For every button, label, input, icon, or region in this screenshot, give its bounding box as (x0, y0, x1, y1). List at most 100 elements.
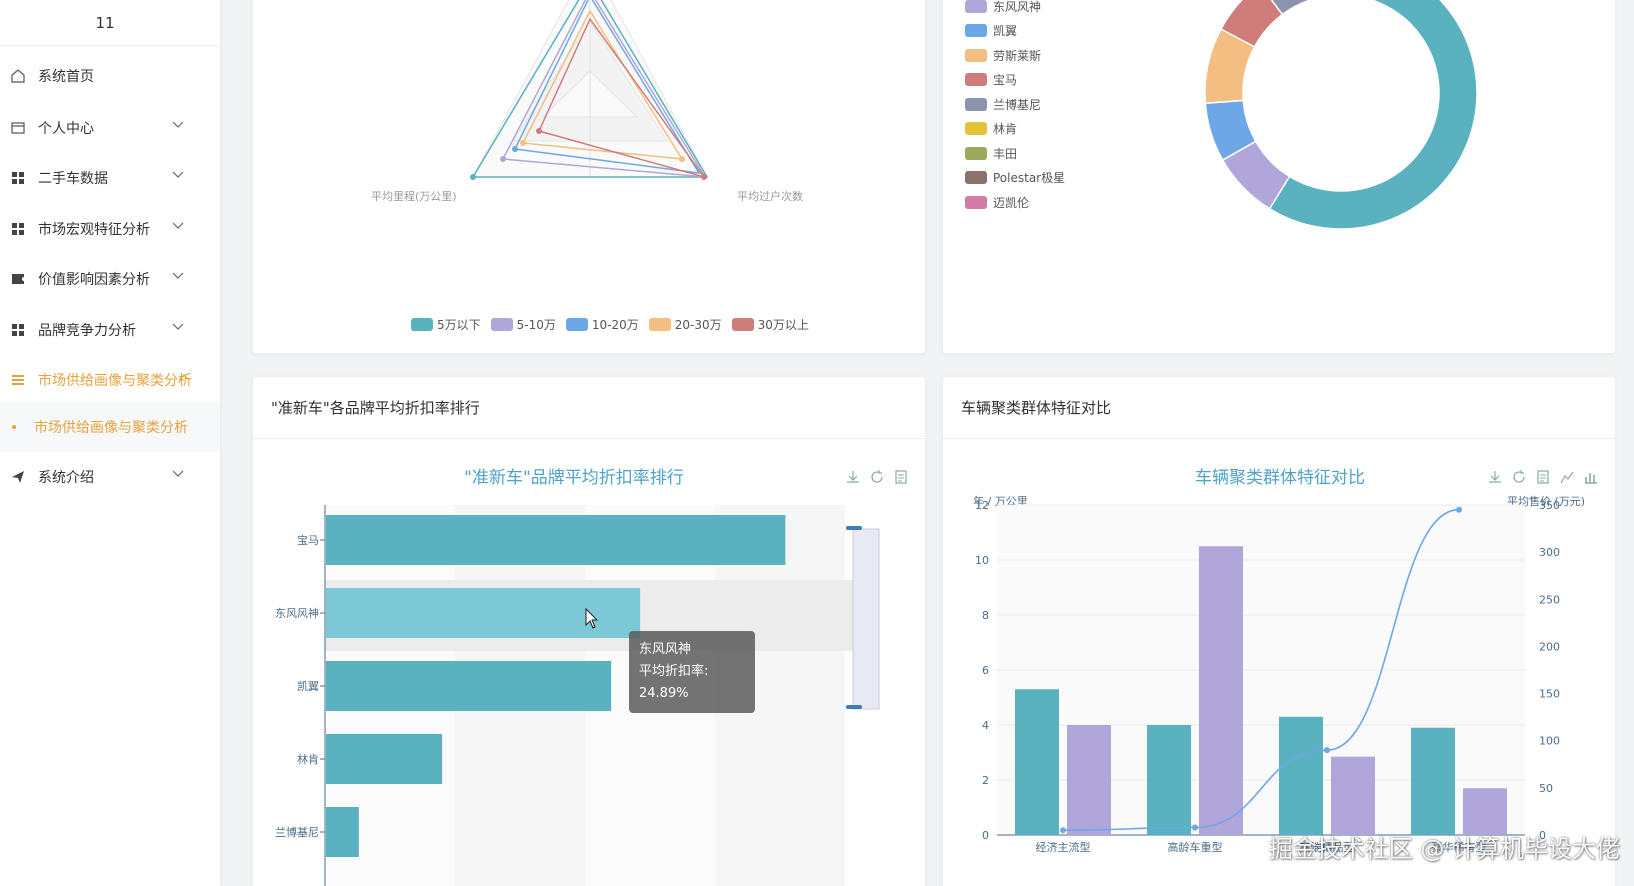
sidebar-subitem-label: 市场供给画像与聚类分析 (34, 420, 188, 436)
legend-item[interactable]: 迈凯伦 (965, 190, 1065, 215)
x-tick-label: 高龄车重型 (1168, 840, 1223, 854)
legend-swatch (411, 318, 433, 331)
legend-swatch (965, 0, 987, 13)
sidebar-item-label: 市场宏观特征分析 (38, 222, 150, 238)
bar (1015, 689, 1059, 835)
legend-item[interactable]: 东风风神 (965, 0, 1065, 19)
bar-chart-icon[interactable] (1583, 469, 1599, 485)
download-icon[interactable] (845, 469, 861, 485)
sidebar-item-macro-analysis[interactable]: 市场宏观特征分析 (0, 207, 220, 251)
legend-swatch (731, 318, 754, 331)
y-tick-label: 林肯 (297, 752, 319, 766)
discount-rank-card: "准新车"各品牌平均折扣率排行 "准新车"品牌平均折扣率排行 宝马 东风风神 凯翼林… (252, 376, 926, 886)
line-chart-icon[interactable] (1559, 469, 1575, 485)
legend-swatch (965, 24, 987, 38)
sidebar-item-used-car-data[interactable]: 二手车数据 (0, 156, 220, 200)
mouse-cursor-icon (585, 607, 599, 629)
y-right-tick-label: 300 (1539, 546, 1560, 559)
data-view-icon[interactable] (1535, 469, 1551, 485)
bar (326, 734, 443, 784)
y-right-axis-label: 平均售价 (万元) (1507, 495, 1586, 508)
y-tick-label: 东风风神 (275, 606, 319, 620)
y-left-tick-label: 10 (975, 554, 989, 567)
bar (326, 661, 612, 711)
refresh-icon[interactable] (1511, 469, 1527, 485)
bar (326, 515, 786, 565)
legend-item[interactable]: 丰田 (965, 141, 1065, 166)
legend-swatch (965, 48, 987, 62)
legend-item[interactable]: 20-30万 (648, 316, 722, 333)
tooltip-value: 平均折扣率: 24.89% (639, 664, 709, 701)
legend-label: 东风风神 (993, 0, 1042, 14)
legend-label: 5-10万 (516, 318, 556, 332)
sidebar-item-home[interactable]: 系统首页 (0, 54, 220, 98)
grid-icon (10, 221, 26, 237)
chart-tooltip: 东风风神 平均折扣率: 24.89% (629, 631, 755, 713)
radar-indicator-right: 平均过户次数 (737, 190, 803, 203)
sidebar-item-brand-competition[interactable]: 品牌竞争力分析 (0, 308, 220, 352)
legend-item[interactable]: 林肯 (965, 117, 1065, 142)
download-icon[interactable] (1487, 469, 1503, 485)
legend-item[interactable]: 5万以下 (411, 316, 481, 333)
legend-item[interactable]: 宝马 (965, 68, 1065, 93)
send-icon (10, 469, 26, 485)
data-view-icon[interactable] (893, 469, 909, 485)
legend-label: 宝马 (993, 73, 1018, 88)
chart-toolbox (1487, 469, 1599, 485)
card-header: 车辆聚类群体特征对比 (943, 377, 1615, 439)
chevron-down-icon (172, 121, 184, 128)
home-icon (10, 68, 26, 84)
chevron-down-icon (172, 323, 184, 330)
series-line (1062, 508, 1460, 832)
legend-item[interactable]: 30万以上 (731, 316, 809, 333)
sidebar-item-value-factors[interactable]: 价值影响因素分析 (0, 257, 220, 301)
legend-swatch (648, 318, 671, 331)
ticket-icon (10, 271, 26, 287)
bar (1463, 788, 1507, 835)
cluster-compare-card: 车辆聚类群体特征对比 车辆聚类群体特征对比 年 / 万公里 平均售价 (万元) … (942, 376, 1616, 886)
sidebar-item-label: 个人中心 (38, 121, 94, 137)
sidebar-subitem-supply-portrait[interactable]: 市场供给画像与聚类分析 (0, 402, 220, 452)
legend-item[interactable]: 5-10万 (490, 316, 556, 333)
y-left-tick-label: 8 (982, 609, 989, 622)
sidebar-item-personal[interactable]: 个人中心 (0, 106, 220, 150)
sidebar-item-supply-portrait[interactable]: 市场供给画像与聚类分析 (0, 358, 220, 402)
sidebar-item-label: 系统介绍 (38, 470, 94, 486)
radar-chart-card: 平均里程(万公里) 平均过户次数 5万以下 5-10万 10-20万 20-30… (252, 0, 926, 354)
legend-label: 兰博基尼 (993, 97, 1042, 112)
legend-label: 30万以上 (757, 318, 809, 332)
legend-item[interactable]: 劳斯莱斯 (965, 43, 1065, 68)
legend-label: 迈凯伦 (993, 195, 1030, 210)
bar (1147, 725, 1191, 835)
legend-swatch (490, 318, 513, 331)
refresh-icon[interactable] (869, 469, 885, 485)
donut-chart-card: 东风风神 凯翼 劳斯莱斯 宝马 兰博基尼 林肯 丰田 Polestar极星 迈凯… (942, 0, 1616, 354)
legend-label: 丰田 (993, 146, 1018, 161)
sidebar-item-label: 二手车数据 (38, 171, 108, 187)
legend-label: Polestar极星 (993, 171, 1066, 186)
y-left-tick-label: 2 (982, 774, 989, 787)
legend-item[interactable]: 10-20万 (565, 316, 639, 333)
legend-swatch (965, 122, 987, 136)
legend-item[interactable]: 兰博基尼 (965, 92, 1065, 117)
bar (1067, 725, 1111, 835)
radar-chart (470, 0, 709, 180)
chevron-down-icon (172, 272, 184, 279)
y-right-tick-label: 100 (1539, 735, 1560, 748)
y-right-tick-label: 150 (1539, 688, 1560, 701)
y-right-tick-label: 200 (1539, 640, 1560, 653)
sidebar-item-label: 市场供给画像与聚类分析 (38, 373, 192, 389)
y-right-tick-label: 0 (1539, 829, 1546, 842)
watermark: 掘金技术社区 @ 计算机毕设大佬 (1268, 835, 1620, 863)
donut-chart (1204, 0, 1478, 230)
bullet-icon (12, 425, 16, 429)
legend-item[interactable]: Polestar极星 (965, 166, 1065, 191)
chart-title: "准新车"品牌平均折扣率排行 (464, 468, 684, 488)
sidebar-item-system-intro[interactable]: 系统介绍 (0, 455, 220, 499)
datazoom-slider (852, 528, 880, 710)
legend-swatch (565, 318, 588, 331)
legend-label: 林肯 (993, 122, 1018, 137)
y-left-tick-label: 12 (975, 499, 989, 512)
legend-item[interactable]: 凯翼 (965, 19, 1065, 44)
